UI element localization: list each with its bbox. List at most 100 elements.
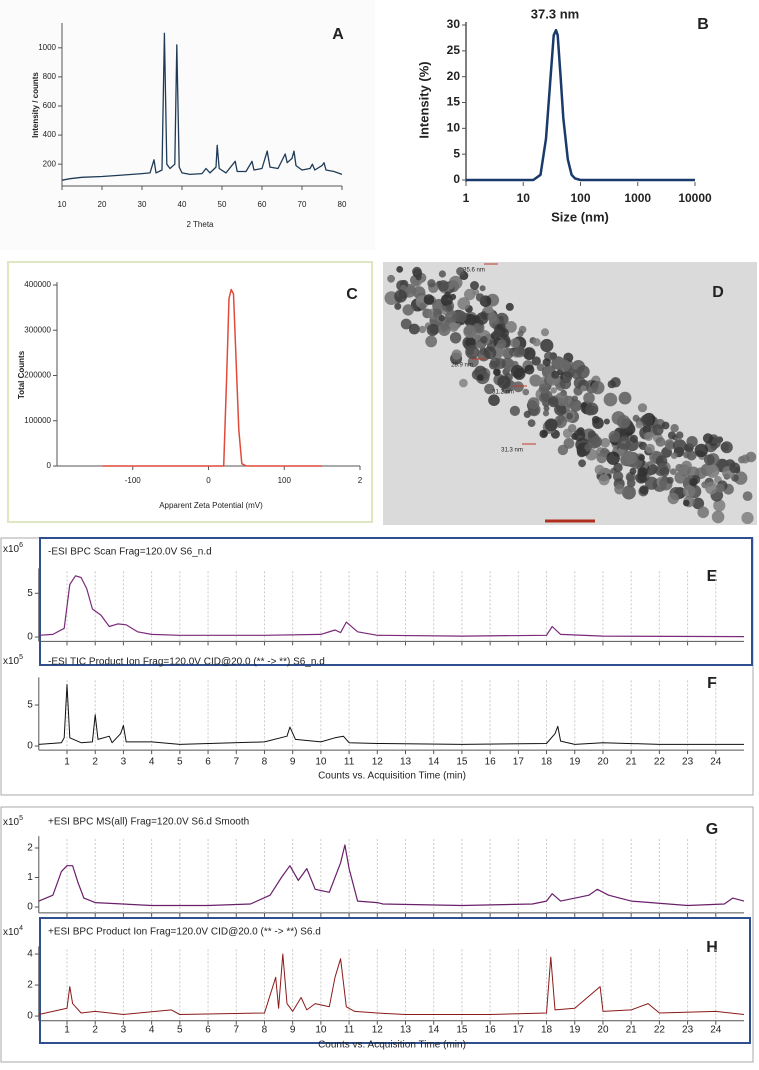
x-tick-label: 10 [517,191,531,205]
particle [573,429,586,442]
x-tick-label: -100 [125,476,142,485]
particle [394,302,402,310]
particle [423,294,435,305]
y-tick-label: 0 [47,461,52,470]
particle [591,415,600,424]
y-tick-label: 30 [447,17,461,31]
particle [513,345,526,358]
particle [638,441,648,450]
particle [584,443,593,452]
particle [652,424,664,436]
x-tick-label: 9 [290,757,296,768]
particle [645,443,655,454]
chart-title: -ESI TIC Product Ion Frag=120.0V CID@20.… [48,657,325,668]
x-tick-label: 50 [218,200,227,209]
particle [706,464,720,478]
y-scale-exponent: 5 [19,815,23,822]
x-tick-label: 24 [710,1025,722,1036]
particle [445,310,459,324]
particle [742,491,753,501]
panel-letter: E [707,568,718,585]
particle [578,459,586,468]
particle [488,394,500,407]
particle [598,474,610,486]
particle [667,431,676,440]
particle [583,392,595,404]
x-tick-label: 10 [58,200,67,209]
y-tick-label: 300000 [24,325,51,334]
particle [465,337,476,348]
y-tick-label: 0 [27,632,33,643]
y-tick-label: 1 [27,872,33,883]
particle [667,492,679,505]
panel-e-frame [39,537,753,666]
particle [670,452,678,460]
particle [645,476,659,490]
y-scale-base: x10 [3,817,20,828]
y-tick-label: 200 [43,159,57,168]
particle [531,356,541,366]
data-line [466,28,695,182]
particle [394,289,407,303]
x-tick-label: 3 [121,1025,127,1036]
chart-title: +ESI BPC Product Ion Frag=120.0V CID@20.… [48,927,321,938]
y-tick-label: 0 [453,172,460,186]
panel-a-bg [0,0,375,250]
particle [459,378,468,388]
particle [613,462,623,473]
tem-particles [384,266,757,525]
data-line [38,844,745,907]
x-tick-label: 4 [149,757,155,768]
x-tick-label: 5 [177,757,183,768]
y-scale-base: x10 [3,927,20,938]
particle [446,304,453,311]
particle [523,410,531,418]
data-line [38,575,745,638]
x-tick-label: 23 [682,757,694,768]
particle [464,288,476,301]
panel-letter: B [697,16,709,33]
chart-title: +ESI BPC MS(all) Frag=120.0V S6.d Smooth [48,817,249,828]
particle [402,304,414,316]
particle [456,267,465,276]
particle [711,510,725,524]
y-tick-label: 2 [27,843,33,854]
particle [635,420,644,429]
particle [608,430,621,443]
particle [497,375,511,389]
chart-title: 37.3 nm [531,6,579,21]
particle [554,403,567,416]
x-tick-label: 2 [92,1025,98,1036]
x-tick-label: 20 [597,757,609,768]
particle [661,421,670,430]
particle [689,478,698,487]
particle [539,429,548,439]
particle [683,451,691,459]
particle [419,303,427,311]
particle [479,285,486,292]
x-tick-label: 13 [400,1025,412,1036]
particle [580,385,587,392]
particle [470,281,479,290]
particle [502,347,514,359]
y-tick-label: 0 [27,902,33,913]
particle [629,467,637,475]
particle [438,270,446,278]
particle [449,332,462,344]
panel-c-frame [7,261,373,523]
particle [505,302,514,311]
y-scale: x105 [3,815,23,828]
x-tick-label: 7 [233,757,239,768]
y-scale-exponent: 6 [19,542,23,549]
particle [451,349,462,360]
particle [540,338,554,353]
y-tick-label: 100000 [24,416,51,425]
y-tick-label: 20 [447,69,461,83]
particle [741,511,754,525]
x-tick-label: 17 [513,1025,525,1036]
x-tick-label: 17 [513,757,525,768]
particle [400,284,407,291]
x-tick-label: 20 [597,1025,609,1036]
particle [427,279,436,288]
particle [713,499,726,512]
